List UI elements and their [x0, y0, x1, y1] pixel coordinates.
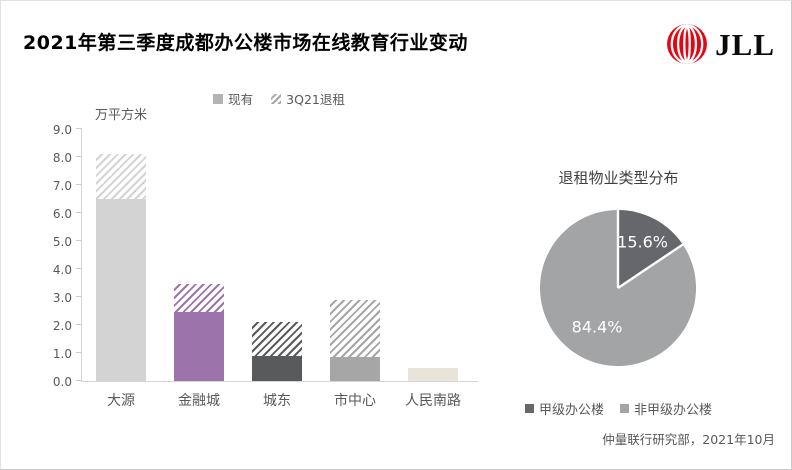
bar-chart: 现有 3Q21退租 万平方米 0.0 1.0 2.0 3.0 4.0 5.0 6.0 7.0 8.… — [37, 89, 478, 429]
y-tick-label: 5.0 — [52, 235, 72, 249]
y-tick-mark — [76, 128, 82, 129]
pie-legend-swatch-icon — [620, 404, 629, 413]
solid-swatch-icon — [213, 93, 224, 104]
y-tick-label: 1.0 — [52, 347, 72, 361]
bar-3 — [252, 129, 302, 381]
x-axis-label: 人民南路 — [405, 393, 461, 409]
page-title: 2021年第三季度成都办公楼市场在线教育行业变动 — [23, 32, 468, 54]
legend-item: 3Q21退租 — [271, 89, 345, 108]
bar-segment-surrendered — [96, 154, 146, 199]
pie-value-label: 15.6% — [617, 232, 668, 251]
y-axis-unit-label: 万平方米 — [95, 108, 148, 123]
y-tick-label: 8.0 — [52, 151, 72, 165]
bar-segment-surrendered — [330, 299, 380, 358]
pie-legend-swatch-icon — [524, 404, 534, 413]
bar-segment-existing — [252, 355, 302, 381]
y-tick-mark — [76, 268, 82, 269]
x-axis-label: 城东 — [263, 393, 291, 409]
y-tick-mark — [76, 240, 82, 241]
y-tick-mark — [76, 296, 82, 297]
jll-logo-text: JLL — [715, 26, 775, 62]
pie-value-label: 84.4% — [572, 318, 623, 337]
jll-globe-icon — [667, 23, 708, 65]
legend-label: 现有 — [228, 92, 254, 107]
y-tick-label: 6.0 — [52, 207, 72, 221]
y-tick-label: 0.0 — [52, 375, 72, 389]
y-tick-mark — [76, 352, 82, 353]
pie-chart: 退租物业类型分布 15.6% 84.4% 甲级办公楼 非甲级办公楼 — [506, 167, 731, 432]
bar-chart-legend: 现有 3Q21退租 — [81, 89, 477, 108]
legend-label: 3Q21退租 — [286, 92, 345, 107]
bar-segment-existing — [174, 312, 224, 381]
jll-logo: JLL — [666, 23, 775, 65]
x-axis-label: 金融城 — [178, 393, 220, 409]
y-tick-label: 3.0 — [52, 291, 72, 305]
bar-segment-existing — [408, 368, 458, 381]
y-tick-mark — [76, 212, 82, 213]
pie-svg: 15.6% 84.4% — [540, 210, 697, 366]
legend-item: 现有 — [213, 89, 253, 108]
bar-1 — [96, 129, 146, 381]
bar-2 — [174, 129, 224, 381]
y-tick-label: 7.0 — [52, 179, 72, 193]
source-note: 仲量联行研究部，2021年10月 — [602, 432, 775, 447]
bar-segment-surrendered — [174, 284, 224, 313]
bar-segment-existing — [96, 199, 146, 381]
pie-chart-legend: 甲级办公楼 非甲级办公楼 — [506, 399, 731, 418]
y-tick-mark — [76, 324, 82, 325]
x-axis-label: 市中心 — [334, 393, 376, 409]
x-axis-label: 大源 — [107, 393, 135, 409]
pie-chart-title: 退租物业类型分布 — [558, 169, 679, 187]
pie-slice-divider — [617, 243, 684, 289]
y-tick-mark — [76, 184, 82, 185]
y-tick-label: 9.0 — [52, 123, 72, 137]
y-tick-label: 4.0 — [52, 263, 72, 277]
pie-legend-item: 甲级办公楼 — [524, 399, 604, 418]
hatch-swatch-icon — [271, 93, 282, 104]
y-tick-label: 2.0 — [52, 319, 72, 333]
pie-slice-1 — [618, 210, 683, 288]
y-tick-mark — [76, 156, 82, 157]
bar-segment-surrendered — [252, 322, 302, 356]
y-tick-mark — [76, 380, 82, 381]
pie-legend-item: 非甲级办公楼 — [620, 399, 712, 418]
bar-4 — [330, 129, 380, 381]
pie-legend-label: 甲级办公楼 — [538, 403, 604, 418]
pie-legend-label: 非甲级办公楼 — [634, 403, 713, 418]
bar-segment-existing — [330, 357, 380, 381]
bar-plot: 0.0 1.0 2.0 3.0 4.0 5.0 6.0 7.0 8.0 9.0 大源 金融城 城东 市中心… — [53, 123, 478, 409]
bar-5 — [408, 129, 458, 381]
